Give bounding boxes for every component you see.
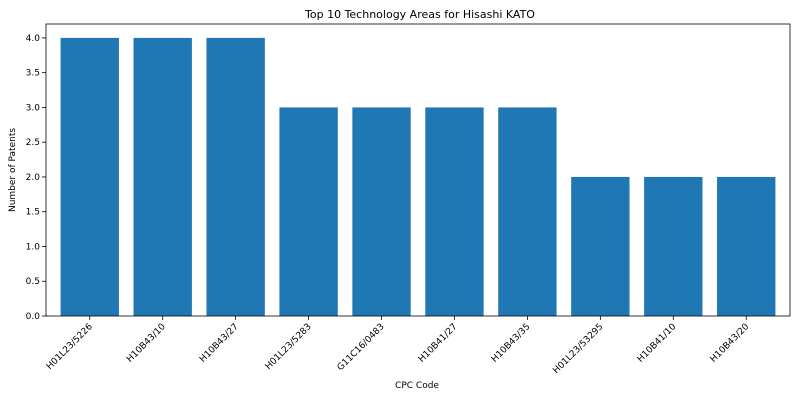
bar-5 [425, 107, 483, 316]
x-axis-label: CPC Code [395, 381, 439, 391]
x-tick-label-5: H10B41/27 [417, 322, 460, 365]
x-tick-label-6: H10B43/35 [490, 322, 533, 365]
bar-6 [498, 107, 556, 316]
x-tick-label-1: H10B43/10 [125, 322, 168, 365]
bar-2 [206, 38, 264, 316]
y-axis-label: Number of Patents [8, 128, 18, 212]
y-tick-label-0: 0.0 [26, 312, 41, 322]
bar-1 [134, 38, 192, 316]
y-tick-label-4: 2.0 [26, 173, 41, 183]
bar-4 [352, 107, 410, 316]
x-tick-label-8: H10B41/10 [636, 322, 679, 365]
y-tick-label-6: 3.0 [26, 103, 41, 113]
y-axis: 0.0 0.5 1.0 1.5 2.0 2.5 3.0 3.5 4.0 [26, 34, 46, 322]
y-tick-label-1: 0.5 [26, 277, 40, 287]
bar-7 [571, 177, 629, 316]
y-tick-label-2: 1.0 [26, 242, 41, 252]
x-tick-label-3: H01L23/5283 [264, 322, 314, 372]
bar-0 [61, 38, 119, 316]
x-tick-label-2: H10B43/27 [198, 322, 241, 365]
bar-3 [279, 107, 337, 316]
bar-8 [644, 177, 702, 316]
x-tick-label-7: H01L23/53295 [551, 322, 605, 376]
x-tick-label-0: H01L23/5226 [45, 322, 95, 372]
x-tick-label-4: G11C16/0483 [336, 322, 387, 373]
x-axis: H01L23/5226 H10B43/10 H10B43/27 H01L23/5283… [45, 316, 752, 376]
y-tick-label-8: 4.0 [26, 34, 41, 44]
bars-layer [61, 38, 776, 316]
y-tick-label-3: 1.5 [26, 208, 40, 218]
bar-9 [717, 177, 775, 316]
chart-title: Top 10 Technology Areas for Hisashi KATO [304, 8, 535, 21]
y-tick-label-7: 3.5 [26, 69, 40, 79]
y-tick-label-5: 2.5 [26, 138, 40, 148]
x-tick-label-9: H10B43/20 [709, 322, 752, 365]
